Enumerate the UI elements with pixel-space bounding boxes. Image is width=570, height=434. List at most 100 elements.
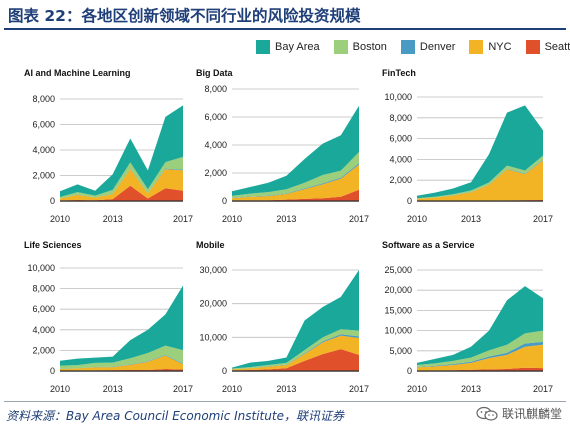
panel-title: Life Sciences: [24, 240, 82, 250]
legend-item-boston: Boston: [333, 40, 387, 54]
legend-item-bay-area: Bay Area: [256, 40, 320, 54]
x-tick-label: 2013: [461, 384, 481, 394]
x-tick-label: 2010: [407, 214, 427, 224]
area-series-nyc: [417, 160, 543, 201]
y-tick-label: 4,000: [32, 325, 55, 335]
legend-label: Seattle: [544, 41, 570, 53]
y-tick-label: 0: [407, 366, 412, 376]
source-note: 资料来源：Bay Area Council Economic Institute…: [6, 409, 344, 423]
panel-title: FinTech: [382, 68, 416, 78]
area-series-seattle: [232, 349, 359, 371]
y-tick-label: 0: [50, 196, 55, 206]
y-tick-label: 8,000: [389, 113, 412, 123]
area-series-seattle: [232, 189, 359, 201]
legend-swatch: [400, 40, 415, 54]
y-tick-label: 0: [222, 366, 227, 376]
page-title: 图表 22：各地区创新领域不同行业的风险投资规模: [8, 7, 361, 25]
area-series-boston: [232, 152, 359, 198]
x-tick-label: 2013: [276, 214, 296, 224]
legend: Bay Area Boston Denver NYC Seattle: [256, 40, 570, 54]
area-series-bay-area: [60, 285, 183, 366]
area-series-seattle: [60, 185, 183, 201]
x-tick-label: 2010: [50, 214, 70, 224]
title-divider: [4, 28, 566, 30]
x-tick-label: 2017: [533, 214, 553, 224]
area-series-denver: [417, 341, 543, 368]
x-tick-label: 2010: [407, 384, 427, 394]
area-series-seattle: [417, 367, 543, 371]
y-tick-label: 2,000: [204, 168, 227, 178]
y-tick-label: 4,000: [32, 145, 55, 155]
legend-item-seattle: Seattle: [525, 40, 570, 54]
watermark: 联讯麒麟堂: [476, 405, 562, 422]
y-tick-label: 6,000: [204, 112, 227, 122]
y-tick-label: 0: [50, 366, 55, 376]
y-tick-label: 10,000: [384, 326, 412, 336]
chart-panel-fintech: FinTech 0 2,000 4,000 6,000 8,000 10,000 2010 20…: [382, 68, 553, 224]
x-tick-label: 2017: [349, 384, 369, 394]
area-series-nyc: [232, 335, 359, 371]
chart-panel-life-sciences: Life Sciences 0 2,000 4,000 6,000 8,000 10,000…: [24, 240, 193, 394]
area-series-nyc: [60, 355, 183, 371]
legend-label: Denver: [419, 41, 456, 53]
area-series-nyc: [60, 169, 183, 201]
x-tick-label: 2017: [173, 384, 193, 394]
y-tick-label: 2,000: [32, 171, 55, 181]
x-tick-label: 2013: [103, 214, 123, 224]
area-series-bay-area: [232, 270, 359, 369]
y-tick-label: 10,000: [384, 92, 412, 102]
y-tick-label: 4,000: [389, 154, 412, 164]
legend-swatch: [525, 40, 540, 54]
panel-title: Software as a Service: [382, 240, 475, 250]
area-series-nyc: [232, 164, 359, 201]
area-series-bay-area: [60, 105, 183, 198]
legend-label: NYC: [488, 41, 512, 53]
y-tick-label: 2,000: [32, 345, 55, 355]
y-tick-label: 0: [222, 196, 227, 206]
y-tick-label: 25,000: [384, 265, 412, 275]
x-tick-label: 2017: [173, 214, 193, 224]
legend-item-denver: Denver: [400, 40, 456, 54]
chart-panel-big-data: Big Data 0 2,000 4,000 6,000 8,000 2010 2013 201…: [196, 68, 369, 224]
y-tick-label: 10,000: [27, 263, 55, 273]
y-tick-label: 8,000: [32, 284, 55, 294]
legend-label: Bay Area: [275, 41, 320, 53]
chart-panel-software-as-a-service: Software as a Service 0 5,000 10,000 15,000 2…: [382, 240, 553, 394]
chart-panel-mobile: Mobile 0 10,000 20,000 30,000 2010 2013 2017: [196, 240, 369, 394]
y-tick-label: 6,000: [32, 304, 55, 314]
chart-panel-ai-and-machine-learning: AI and Machine Learning 0 2,000 4,000 6,000 8…: [24, 68, 193, 224]
legend-swatch: [256, 40, 270, 54]
x-tick-label: 2010: [222, 384, 242, 394]
area-series-nyc: [417, 344, 543, 371]
y-tick-label: 20,000: [199, 299, 227, 309]
y-tick-label: 10,000: [199, 332, 227, 342]
y-tick-label: 6,000: [389, 134, 412, 144]
wechat-icon: [476, 406, 498, 421]
y-tick-label: 8,000: [32, 94, 55, 104]
legend-label: Boston: [352, 41, 387, 53]
y-tick-label: 4,000: [204, 140, 227, 150]
y-tick-label: 5,000: [389, 346, 412, 356]
area-series-bay-area: [417, 286, 543, 365]
y-tick-label: 8,000: [204, 84, 227, 94]
x-tick-label: 2010: [222, 214, 242, 224]
x-tick-label: 2013: [461, 214, 481, 224]
footer-divider: [4, 401, 566, 402]
legend-swatch: [469, 40, 484, 54]
x-tick-label: 2010: [50, 384, 70, 394]
panel-title: Mobile: [196, 240, 225, 250]
area-series-denver: [232, 163, 359, 199]
y-tick-label: 2,000: [389, 175, 412, 185]
area-series-boston: [417, 330, 543, 367]
legend-swatch: [333, 40, 348, 54]
watermark-text: 联讯麒麟堂: [501, 407, 562, 421]
area-series-bay-area: [232, 105, 359, 196]
y-tick-label: 6,000: [32, 120, 55, 130]
y-tick-label: 30,000: [199, 265, 227, 275]
area-series-boston: [60, 156, 183, 199]
y-tick-label: 0: [407, 196, 412, 206]
x-tick-label: 2013: [103, 384, 123, 394]
panel-title: Big Data: [196, 68, 234, 78]
area-series-bay-area: [417, 105, 543, 199]
